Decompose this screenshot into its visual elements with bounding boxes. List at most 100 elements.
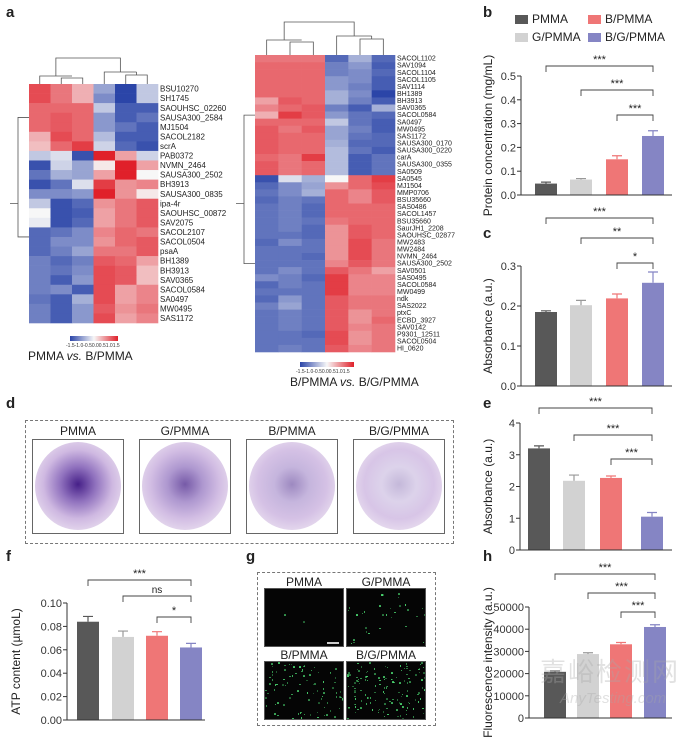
row-dendrogram xyxy=(236,114,255,265)
heatmap-cell xyxy=(136,227,159,238)
heatmap-cell xyxy=(371,196,396,204)
cell-dot xyxy=(323,706,325,709)
heatmap-cell xyxy=(301,231,326,240)
y-axis-label: Absorbance (a.u.) xyxy=(481,439,495,534)
heatmap-cell xyxy=(348,62,372,70)
heatmap-cell xyxy=(371,118,396,127)
heatmap-cell xyxy=(115,294,137,305)
heatmap-cell xyxy=(371,146,396,155)
cell-dot xyxy=(299,712,302,714)
cell-dot xyxy=(284,684,286,687)
cell-dot xyxy=(364,679,367,681)
heatmap-cell xyxy=(93,313,116,324)
heatmap-cell xyxy=(325,139,349,148)
heatmap-cell xyxy=(301,161,326,169)
heatmap-cell xyxy=(72,103,94,113)
heatmap-cell xyxy=(278,295,302,303)
heatmap-cell xyxy=(72,236,94,247)
cell-dot xyxy=(354,687,356,689)
error-bar xyxy=(648,271,658,283)
heatmap-cell xyxy=(29,170,51,180)
significance-label: *** xyxy=(629,103,643,115)
fluorescence-title: B/G/PMMA xyxy=(355,648,416,662)
heatmap-row-label: SAUSA300_2502 xyxy=(397,261,452,268)
heatmap-cell xyxy=(278,267,302,275)
heatmap-row-label: SAUSA300_0355 xyxy=(397,162,452,169)
legend-label: B/G/PMMA xyxy=(605,30,666,44)
heatmap-cell xyxy=(325,344,349,353)
heatmap-cell xyxy=(72,284,94,295)
heatmap-cell xyxy=(348,55,372,63)
heatmap-cell xyxy=(348,295,372,303)
cell-dot xyxy=(347,609,349,611)
heatmap-cell xyxy=(301,203,326,211)
heatmap-cell xyxy=(278,316,302,325)
significance-label: *** xyxy=(599,562,613,574)
cell-dot xyxy=(394,611,396,614)
heatmap-cell xyxy=(50,93,73,104)
cell-dot xyxy=(383,676,385,678)
cell-dot xyxy=(422,712,424,715)
heatmap-row-label: scrA xyxy=(160,142,177,151)
cell-dot xyxy=(381,594,383,596)
cell-dot xyxy=(340,696,342,699)
heatmap-row-label: SAOUHSC_02260 xyxy=(160,104,227,113)
cell-dot xyxy=(386,698,388,700)
heatmap-row-label: SAV0365 xyxy=(397,105,426,112)
cell-dot xyxy=(366,679,368,682)
y-tick-label: 40000 xyxy=(493,624,524,636)
heatmap-cell xyxy=(29,265,51,276)
heatmap-row-label: SACOL2182 xyxy=(160,132,205,141)
heatmap-cell xyxy=(115,208,137,219)
cell-dot xyxy=(354,691,356,694)
heatmap-cell xyxy=(325,245,349,254)
heatmap-cell xyxy=(348,182,372,190)
heatmap-cell xyxy=(93,303,116,314)
cell-dot xyxy=(403,667,406,670)
fluorescence-image xyxy=(264,661,344,720)
cell-dot xyxy=(306,692,308,694)
y-tick-label: 0.5 xyxy=(501,71,516,83)
cell-dot xyxy=(338,707,341,710)
heatmap-cell xyxy=(93,122,116,133)
heatmap-cell xyxy=(371,288,396,296)
heatmap-right-caption: B/PMMA vs. B/G/PMMA xyxy=(290,375,419,389)
cell-dot xyxy=(385,687,388,689)
panel-label-h: h xyxy=(483,548,493,565)
error-bar xyxy=(152,631,162,636)
heatmap-row-label: SAV0365 xyxy=(160,276,194,285)
heatmap-row-label: MJ1504 xyxy=(160,123,189,132)
heatmap-row-label: SAS0495 xyxy=(397,275,427,282)
heatmap-cell xyxy=(348,224,372,233)
cell-dot xyxy=(389,700,391,703)
cell-dot xyxy=(334,677,337,679)
cell-dot xyxy=(334,681,336,684)
heatmap-row-label: SACOL1102 xyxy=(397,56,436,63)
heatmap-cell xyxy=(301,309,326,317)
cell-dot xyxy=(355,680,358,683)
cell-dot xyxy=(314,683,316,685)
heatmap-cell xyxy=(348,330,372,339)
heatmap-cell xyxy=(93,93,116,104)
heatmap-cell xyxy=(115,150,137,161)
heatmap-cell xyxy=(371,125,396,134)
heatmap-cell xyxy=(50,141,73,152)
heatmap-cell xyxy=(115,112,137,123)
cell-dot xyxy=(342,699,343,702)
heatmap-cell xyxy=(301,253,326,261)
y-tick-label: 20000 xyxy=(493,669,524,681)
cell-dot xyxy=(390,678,393,681)
heatmap-cell xyxy=(278,274,302,282)
heatmap-cell xyxy=(255,231,279,240)
heatmap-cell xyxy=(93,150,116,161)
heatmap-cell xyxy=(255,281,279,289)
cell-dot xyxy=(271,671,274,673)
heatmap-cell xyxy=(348,203,372,211)
heatmap-cell xyxy=(136,246,159,257)
cell-dot xyxy=(397,715,399,717)
heatmap-cell xyxy=(255,316,279,325)
heatmap-cell xyxy=(50,275,73,286)
heatmap-cell xyxy=(301,118,326,127)
panel-label-b: b xyxy=(483,4,493,21)
heatmap-cell xyxy=(348,196,372,204)
